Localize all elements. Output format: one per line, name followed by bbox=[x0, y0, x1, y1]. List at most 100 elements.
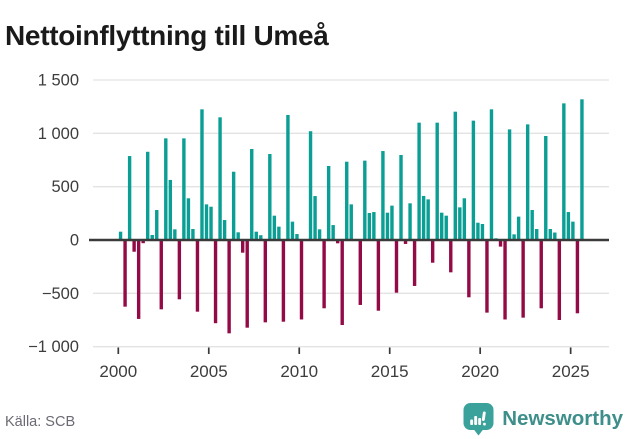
bar-positive bbox=[231, 171, 236, 240]
bar-positive bbox=[571, 221, 575, 240]
bar-negative bbox=[335, 240, 340, 244]
bar-negative bbox=[195, 240, 200, 312]
bar-negative bbox=[340, 240, 344, 326]
newsworthy-logo-text: Newsworthy bbox=[502, 407, 623, 430]
bar-positive bbox=[440, 212, 444, 240]
bar-positive bbox=[345, 161, 349, 240]
y-axis-label: 0 bbox=[70, 232, 79, 250]
bar-positive bbox=[580, 99, 584, 240]
bar-positive bbox=[385, 212, 390, 240]
bar-positive bbox=[191, 229, 195, 240]
bar-positive bbox=[250, 149, 254, 240]
bar-positive bbox=[272, 215, 277, 240]
bar-positive bbox=[127, 156, 132, 240]
bar-negative bbox=[227, 240, 231, 334]
bar-negative bbox=[213, 240, 218, 324]
bar-positive bbox=[525, 124, 530, 240]
bar-positive bbox=[566, 212, 571, 240]
bar-positive bbox=[462, 198, 467, 240]
bar-negative bbox=[394, 240, 399, 293]
chart-title: Nettoinflyttning till Umeå bbox=[5, 19, 329, 51]
bar-positive bbox=[480, 224, 485, 240]
bar-negative bbox=[485, 240, 489, 313]
y-axis-label: −500 bbox=[42, 285, 79, 303]
bar-positive bbox=[168, 179, 173, 240]
bar-positive bbox=[313, 196, 317, 240]
bar-positive bbox=[512, 234, 516, 240]
bar-positive bbox=[295, 234, 299, 240]
bar-positive bbox=[317, 229, 322, 240]
bar-positive bbox=[372, 212, 376, 240]
bar-negative bbox=[281, 240, 286, 322]
bar-positive bbox=[290, 221, 295, 240]
bar-negative bbox=[245, 240, 249, 328]
bar-negative bbox=[132, 240, 136, 252]
bar-negative bbox=[159, 240, 163, 310]
bar-negative bbox=[503, 240, 507, 320]
bar-positive bbox=[453, 111, 457, 241]
bar-positive bbox=[164, 138, 168, 240]
bar-positive bbox=[150, 234, 154, 240]
bar-negative bbox=[322, 240, 326, 309]
bar-positive bbox=[548, 229, 552, 240]
bar-negative bbox=[412, 240, 417, 286]
bar-negative bbox=[240, 240, 245, 253]
bar-positive bbox=[222, 220, 227, 240]
bar-negative bbox=[557, 240, 562, 320]
bar-positive bbox=[218, 117, 222, 240]
bar-negative bbox=[263, 240, 268, 323]
bar-positive bbox=[186, 198, 191, 240]
x-axis-label: 2005 bbox=[190, 362, 228, 381]
bar-positive bbox=[254, 231, 258, 240]
bar-negative bbox=[449, 240, 453, 273]
bar-positive bbox=[268, 154, 272, 240]
x-axis-label: 2025 bbox=[552, 362, 590, 381]
bar-negative bbox=[358, 240, 362, 305]
bar-positive bbox=[408, 203, 412, 240]
bar-negative bbox=[141, 240, 145, 244]
newsworthy-logo[interactable]: Newsworthy bbox=[463, 402, 623, 436]
bar-positive bbox=[399, 154, 403, 240]
bar-negative bbox=[136, 240, 141, 319]
bar-positive bbox=[426, 199, 430, 240]
bar-positive bbox=[182, 138, 186, 240]
bar-positive bbox=[326, 165, 331, 240]
bar-positive bbox=[507, 129, 512, 240]
bar-negative bbox=[467, 240, 471, 298]
bar-positive bbox=[349, 204, 353, 240]
y-axis-label: 1 000 bbox=[38, 125, 79, 143]
bar-positive bbox=[417, 122, 421, 240]
bar-positive bbox=[173, 229, 177, 240]
bar-negative bbox=[498, 240, 503, 247]
bar-negative bbox=[123, 240, 127, 307]
bar-positive bbox=[544, 136, 548, 240]
bar-positive bbox=[444, 215, 448, 240]
bar-positive bbox=[530, 210, 534, 240]
bar-positive bbox=[421, 195, 426, 240]
bar-positive bbox=[155, 210, 159, 240]
bar-positive bbox=[363, 160, 367, 240]
bar-positive bbox=[489, 109, 494, 240]
bar-positive bbox=[200, 109, 204, 240]
x-axis-label: 2000 bbox=[99, 362, 137, 381]
bar-positive bbox=[204, 204, 209, 240]
y-axis-label: 500 bbox=[51, 178, 79, 196]
bar-negative bbox=[575, 240, 580, 314]
bar-positive bbox=[516, 216, 521, 240]
x-axis-label: 2010 bbox=[280, 362, 318, 381]
bar-positive bbox=[308, 131, 313, 240]
bar-negative bbox=[403, 240, 408, 244]
x-axis-label: 2015 bbox=[371, 362, 409, 381]
bar-positive bbox=[259, 235, 263, 240]
source-note: Källa: SCB bbox=[5, 414, 76, 430]
bar-positive bbox=[146, 151, 150, 240]
bar-positive bbox=[390, 205, 394, 240]
bar-negative bbox=[376, 240, 381, 311]
bar-positive bbox=[471, 120, 476, 240]
bar-positive bbox=[118, 231, 123, 240]
bar-positive bbox=[367, 213, 372, 240]
y-axis-label: 1 500 bbox=[38, 72, 79, 90]
bar-positive bbox=[331, 225, 335, 240]
